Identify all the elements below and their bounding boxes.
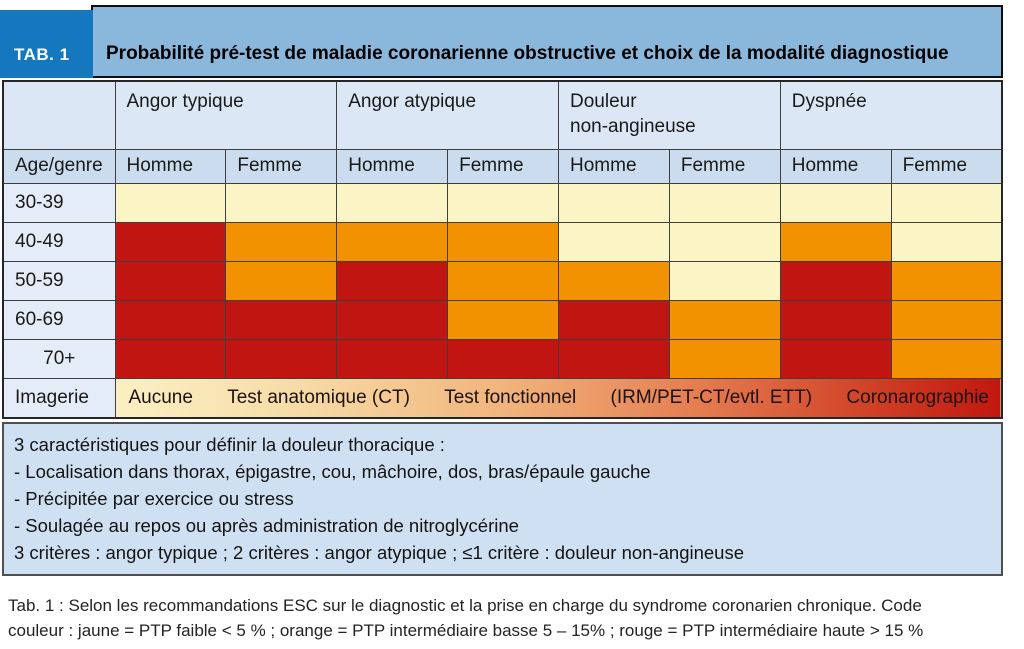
row-label: 30-39 <box>2 182 116 223</box>
ptp-cell-red <box>114 260 227 301</box>
ptp-cell-orange <box>668 338 781 379</box>
ptp-cell-orange <box>447 299 559 340</box>
ptp-cell-red <box>225 299 338 340</box>
table-row: 50-59 <box>2 260 1003 301</box>
sub-header-femme: Femme <box>668 148 781 184</box>
notes-line: 3 caractéristiques pour définir la doule… <box>14 434 445 455</box>
ptp-cell-orange <box>336 221 449 262</box>
corner-cell <box>2 80 116 150</box>
sub-header-femme: Femme <box>890 148 1003 184</box>
ptp-cell-yellow <box>668 182 781 223</box>
ptp-cell-red <box>447 338 559 379</box>
sub-header-homme: Homme <box>114 148 227 184</box>
imagerie-option-aucune: Aucune <box>128 386 193 408</box>
caption-line: Tab. 1 : Selon les recommandations ESC s… <box>8 596 922 615</box>
ptp-cell-yellow <box>890 182 1003 223</box>
ptp-cell-red <box>114 338 227 379</box>
ptp-cell-yellow <box>890 221 1003 262</box>
table-number-badge: TAB. 1 <box>0 10 93 78</box>
ptp-cell-red <box>558 299 670 340</box>
ptp-cell-orange <box>447 221 559 262</box>
row-label: 40-49 <box>2 221 116 262</box>
ptp-cell-yellow <box>779 182 892 223</box>
ptp-cell-orange <box>447 260 559 301</box>
ptp-cell-red <box>779 338 892 379</box>
table-row: 60-69 <box>2 299 1003 340</box>
ptp-cell-red <box>336 260 449 301</box>
table-row: 40-49 <box>2 221 1003 262</box>
imagerie-option-test-fonctionnel: Test fonctionnel <box>444 386 577 408</box>
ptp-cell-orange <box>890 338 1003 379</box>
figure-caption: Tab. 1 : Selon les recommandations ESC s… <box>8 593 1024 643</box>
group-header-dyspnee: Dyspnée <box>779 80 1003 150</box>
row-label: 70+ <box>2 338 116 379</box>
table-title: Probabilité pré-test de maladie coronari… <box>91 5 1003 78</box>
sub-header-row: Age/genre Homme Femme Homme Femme Homme … <box>2 148 1003 184</box>
imagerie-option-test-anatomique: Test anatomique (CT) <box>227 386 410 408</box>
ptp-cell-yellow <box>336 182 449 223</box>
imagerie-option-irm-pet-ct: (IRM/PET-CT/evtl. ETT) <box>610 386 813 408</box>
notes-line: - Localisation dans thorax, épigastre, c… <box>14 461 651 482</box>
ptp-cell-red <box>225 338 338 379</box>
ptp-cell-red <box>779 299 892 340</box>
sub-header-femme: Femme <box>447 148 559 184</box>
ptp-cell-orange <box>779 221 892 262</box>
sub-header-homme: Homme <box>558 148 670 184</box>
imagerie-scale: Aucune Test anatomique (CT) Test fonctio… <box>114 377 1003 419</box>
row-label: 50-59 <box>2 260 116 301</box>
ptp-cell-yellow <box>225 182 338 223</box>
ptp-cell-orange <box>668 299 781 340</box>
ptp-table: Angor typique Angor atypique Douleur non… <box>2 80 1003 419</box>
group-header-row: Angor typique Angor atypique Douleur non… <box>2 80 1003 150</box>
group-header-angor-atypique: Angor atypique <box>336 80 559 150</box>
ptp-cell-orange <box>558 260 670 301</box>
age-genre-header: Age/genre <box>2 148 116 184</box>
sub-header-femme: Femme <box>225 148 338 184</box>
ptp-cell-yellow <box>114 182 227 223</box>
ptp-cell-red <box>114 221 227 262</box>
ptp-cell-red <box>336 299 449 340</box>
ptp-cell-orange <box>225 221 338 262</box>
imagerie-label: Imagerie <box>2 377 116 419</box>
table-header: Probabilité pré-test de maladie coronari… <box>0 0 1024 80</box>
row-label: 60-69 <box>2 299 116 340</box>
notes-line: - Précipitée par exercice ou stress <box>14 488 294 509</box>
table-row: 30-39 <box>2 182 1003 223</box>
ptp-cell-orange <box>890 299 1003 340</box>
ptp-cell-orange <box>890 260 1003 301</box>
ptp-cell-red <box>336 338 449 379</box>
notes-line: 3 critères : angor typique ; 2 critères … <box>14 542 745 563</box>
imagerie-row: Imagerie Aucune Test anatomique (CT) Tes… <box>2 377 1003 419</box>
caption-line: couleur : jaune = PTP faible < 5 % ; ora… <box>8 621 924 640</box>
group-header-angor-typique: Angor typique <box>114 80 338 150</box>
notes-block: 3 caractéristiques pour définir la doule… <box>2 422 1003 576</box>
ptp-cell-yellow <box>558 221 670 262</box>
ptp-cell-orange <box>225 260 338 301</box>
ptp-cell-red <box>779 260 892 301</box>
ptp-cell-red <box>114 299 227 340</box>
notes-line: - Soulagée au repos ou après administrat… <box>14 515 519 536</box>
ptp-cell-yellow <box>668 260 781 301</box>
ptp-cell-yellow <box>558 182 670 223</box>
imagerie-option-coronarographie: Coronarographie <box>846 386 989 408</box>
ptp-cell-yellow <box>447 182 559 223</box>
ptp-cell-red <box>558 338 670 379</box>
sub-header-homme: Homme <box>779 148 892 184</box>
group-header-douleur-non-angineuse: Douleur non-angineuse <box>558 80 781 150</box>
imagerie-options: Aucune Test anatomique (CT) Test fonctio… <box>129 387 990 409</box>
ptp-cell-yellow <box>668 221 781 262</box>
sub-header-homme: Homme <box>336 148 449 184</box>
table-row: 70+ <box>2 338 1003 379</box>
